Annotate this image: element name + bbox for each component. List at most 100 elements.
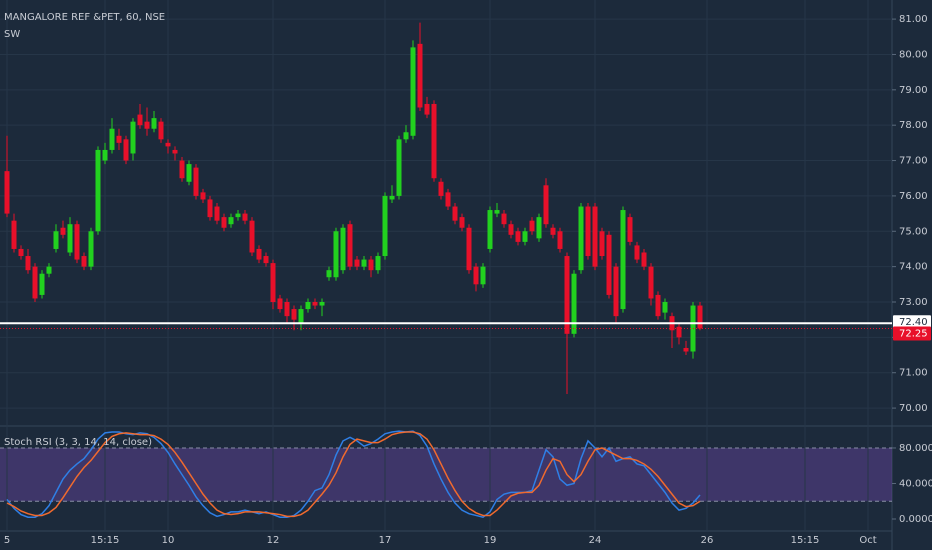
y-tick-label: 40.0000 (899, 478, 932, 489)
candle-body (613, 266, 619, 317)
candle-body (158, 121, 164, 140)
candle-body (291, 309, 297, 320)
candle-body (39, 273, 45, 295)
candle-body (487, 210, 493, 249)
candle-body (620, 210, 626, 310)
candle-body (403, 132, 409, 140)
candle-body (375, 256, 381, 271)
candle-body (606, 234, 612, 295)
candle-body (501, 213, 507, 225)
candle-body (305, 301, 311, 310)
candle-body (662, 301, 668, 313)
candle-body (109, 128, 115, 150)
candle-body (277, 298, 283, 310)
candle-body (543, 185, 549, 225)
candle-body (25, 256, 31, 271)
candle-body (529, 220, 535, 232)
y-tick-label: 75.00 (899, 226, 928, 237)
x-tick-label: 5 (4, 535, 10, 546)
candle-body (207, 199, 213, 218)
candle-body (32, 266, 38, 299)
candle-body (396, 139, 402, 196)
candle-body (361, 259, 367, 267)
candle-body (228, 217, 234, 225)
x-tick-label: 24 (589, 535, 602, 546)
candle-body (571, 273, 577, 334)
candle-body (655, 294, 661, 317)
candle-body (599, 231, 605, 257)
candle-body (4, 171, 10, 214)
candle-body (536, 217, 542, 239)
candle-body (494, 210, 500, 214)
stoch-line (6, 431, 701, 518)
candle-body (81, 256, 87, 267)
candle-body (522, 231, 528, 242)
y-tick-label: 70.00 (899, 403, 928, 414)
candle-body (74, 224, 80, 260)
candle-body (438, 181, 444, 196)
candle-body (263, 256, 269, 264)
y-tick-label: 81.00 (899, 14, 928, 25)
y-tick-label: 73.00 (899, 297, 928, 308)
indicator-title: Stoch RSI (3, 3, 14, 14, close) (4, 437, 152, 448)
candle-body (151, 118, 157, 129)
y-tick-label: 0.0000 (899, 514, 932, 525)
candle-body (319, 301, 325, 306)
candle-body (18, 248, 24, 257)
candle-body (249, 220, 255, 253)
candle-body (382, 195, 388, 257)
candle-body (578, 206, 584, 271)
candle-body (431, 103, 437, 179)
candle-body (102, 149, 108, 161)
candle-body (634, 245, 640, 260)
candle-body (480, 266, 486, 285)
candle-body (284, 301, 290, 317)
x-tick-label: 15:15 (791, 535, 820, 546)
candle-body (53, 231, 59, 249)
candle-body (389, 195, 395, 200)
candle-body (592, 206, 598, 267)
y-tick-label: 77.00 (899, 156, 928, 167)
candle-body (473, 266, 479, 285)
candle-body (298, 309, 304, 324)
candle-body (270, 263, 276, 302)
candle-body (95, 149, 101, 232)
candle-body (564, 256, 570, 334)
y-tick-label: 78.00 (899, 120, 928, 131)
x-tick-label: 12 (267, 535, 280, 546)
candle-body (627, 217, 633, 242)
candle-body (326, 270, 332, 278)
candle-body (676, 326, 682, 338)
candle-body (417, 43, 423, 108)
price-tag (893, 326, 931, 341)
candle-body (186, 164, 192, 182)
candle-body (256, 248, 262, 260)
price-tag (893, 315, 931, 330)
price-tag-label: 72.40 (899, 317, 928, 328)
candle-body (165, 142, 171, 147)
y-tick-label: 80.0000 (899, 443, 932, 454)
y-tick-label: 76.00 (899, 191, 928, 202)
candle-body (67, 224, 73, 253)
candle-body (221, 217, 227, 228)
x-tick-label: 10 (162, 535, 175, 546)
candle-body (515, 231, 521, 242)
x-tick-label: 26 (701, 535, 714, 546)
candle-body (123, 139, 129, 161)
candle-body (46, 266, 52, 274)
x-tick-label: 19 (484, 535, 497, 546)
candle-body (354, 259, 360, 267)
candle-body (368, 259, 374, 271)
candle-body (452, 206, 458, 221)
candle-body (424, 103, 430, 115)
candle-body (88, 231, 94, 267)
candle-body (557, 231, 563, 249)
candle-body (697, 305, 703, 329)
candle-body (683, 347, 689, 352)
candle-body (347, 224, 353, 267)
candle-body (214, 206, 220, 221)
candle-body (116, 135, 122, 143)
y-tick-label: 71.00 (899, 368, 928, 379)
candle-body (459, 217, 465, 228)
